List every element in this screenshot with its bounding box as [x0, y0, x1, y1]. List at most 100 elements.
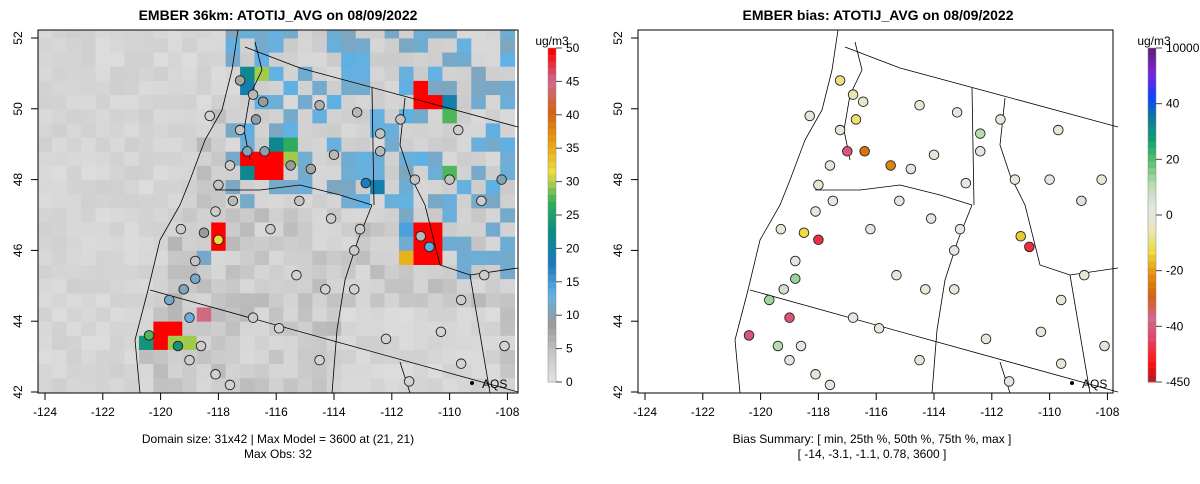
x-tick-label: -114	[322, 405, 345, 419]
grid-cell	[471, 391, 487, 393]
colorbar-swatch	[1148, 288, 1156, 296]
grid-cell	[485, 349, 501, 365]
boundary-line	[244, 46, 518, 128]
grid-cell	[167, 179, 183, 195]
grid-cell	[283, 37, 299, 53]
grid-cell	[182, 391, 198, 393]
grid-cell	[110, 10, 125, 25]
grid-cell	[211, 391, 227, 393]
grid-cell	[95, 307, 111, 322]
grid-cell	[485, 193, 501, 209]
obs-site-marker	[224, 160, 236, 171]
grid-cell	[485, 307, 501, 322]
grid-cell	[66, 52, 82, 67]
grid-cell	[81, 137, 97, 152]
grid-cell	[66, 292, 82, 308]
grid-cell	[124, 292, 140, 308]
grid-cell	[81, 80, 97, 96]
obs-site-marker	[496, 174, 507, 185]
grid-cell	[456, 207, 472, 223]
grid-cell	[182, 137, 198, 152]
y-tick-label: 50	[611, 102, 625, 116]
grid-cell	[81, 108, 97, 124]
grid-cell	[283, 363, 299, 379]
colorbar-tick-label: 40	[566, 108, 580, 122]
grid-cell	[66, 151, 82, 166]
boundary-line	[1069, 274, 1091, 393]
grid-cell	[442, 94, 458, 110]
grid-cell	[110, 165, 125, 181]
right-colorbar-title: ug/m3	[1137, 34, 1171, 48]
grid-cell	[326, 108, 342, 124]
bias-site-marker	[914, 100, 925, 111]
grid-cell	[370, 363, 386, 379]
left-map-panel: -124 -122 -120 -118 -116 -114 -112 -110 -108 42 44…	[11, 10, 580, 461]
grid-cell	[52, 264, 68, 280]
grid-cell	[225, 179, 241, 195]
obs-site-marker	[247, 312, 259, 323]
grid-cell	[66, 165, 82, 181]
obs-site-marker	[314, 354, 325, 366]
grid-cell	[240, 193, 255, 209]
grid-cell	[38, 37, 39, 53]
grid-cell	[283, 122, 299, 138]
grid-cell	[341, 193, 357, 209]
obs-site-marker	[213, 234, 224, 246]
grid-cell	[427, 278, 443, 294]
grid-cell	[399, 137, 414, 152]
grid-cell	[211, 165, 227, 181]
bias-site-marker	[948, 284, 960, 295]
bias-site-marker	[827, 195, 839, 207]
grid-cell	[38, 193, 39, 209]
grid-cell	[196, 122, 212, 138]
grid-cell	[110, 193, 125, 209]
grid-cell	[384, 264, 400, 280]
grid-cell	[38, 292, 39, 308]
grid-cell	[370, 236, 386, 251]
grid-cell	[326, 179, 342, 195]
boundary-line	[971, 87, 975, 206]
grid-cell	[66, 349, 82, 365]
grid-cell	[297, 391, 313, 393]
grid-cell	[312, 37, 328, 53]
map-boundaries	[134, 30, 518, 393]
grid-cell	[153, 236, 169, 251]
grid-cell	[341, 80, 357, 96]
grid-cell	[269, 179, 284, 195]
colorbar-swatch	[1148, 74, 1156, 82]
grid-cell	[95, 52, 111, 67]
colorbar-swatch	[1148, 101, 1156, 109]
grid-cell	[95, 108, 111, 124]
left-footer-line1: Domain size: 31x42 | Max Model = 3600 at…	[142, 432, 414, 446]
grid-cell	[38, 307, 39, 322]
x-tick-label: -116	[265, 405, 288, 419]
colorbar-swatch	[548, 228, 556, 236]
grid-cell	[355, 391, 371, 393]
colorbar-swatch	[548, 141, 556, 149]
grid-cell	[52, 250, 68, 265]
grid-cell	[110, 250, 125, 265]
grid-cell	[471, 30, 487, 39]
grid-cell	[52, 179, 68, 195]
grid-cell	[124, 349, 140, 365]
colorbar-swatch	[548, 328, 556, 336]
grid-cell	[38, 137, 39, 152]
grid-cell	[297, 207, 313, 223]
grid-cell	[471, 349, 487, 365]
grid-cell	[81, 307, 97, 322]
grid-cell	[427, 391, 443, 393]
model-grid	[38, 10, 516, 393]
grid-cell	[312, 377, 328, 393]
grid-cell	[384, 30, 400, 39]
grid-cell	[124, 30, 140, 39]
grid-cell	[138, 292, 154, 308]
grid-cell	[456, 66, 472, 81]
boundary-line	[931, 204, 973, 393]
obs-site-marker	[257, 96, 269, 107]
grid-cell	[413, 363, 429, 379]
boundary-line	[844, 46, 1118, 128]
grid-cell	[456, 264, 472, 280]
grid-cell	[211, 37, 227, 53]
grid-cell	[269, 307, 284, 322]
grid-cell	[341, 349, 357, 365]
